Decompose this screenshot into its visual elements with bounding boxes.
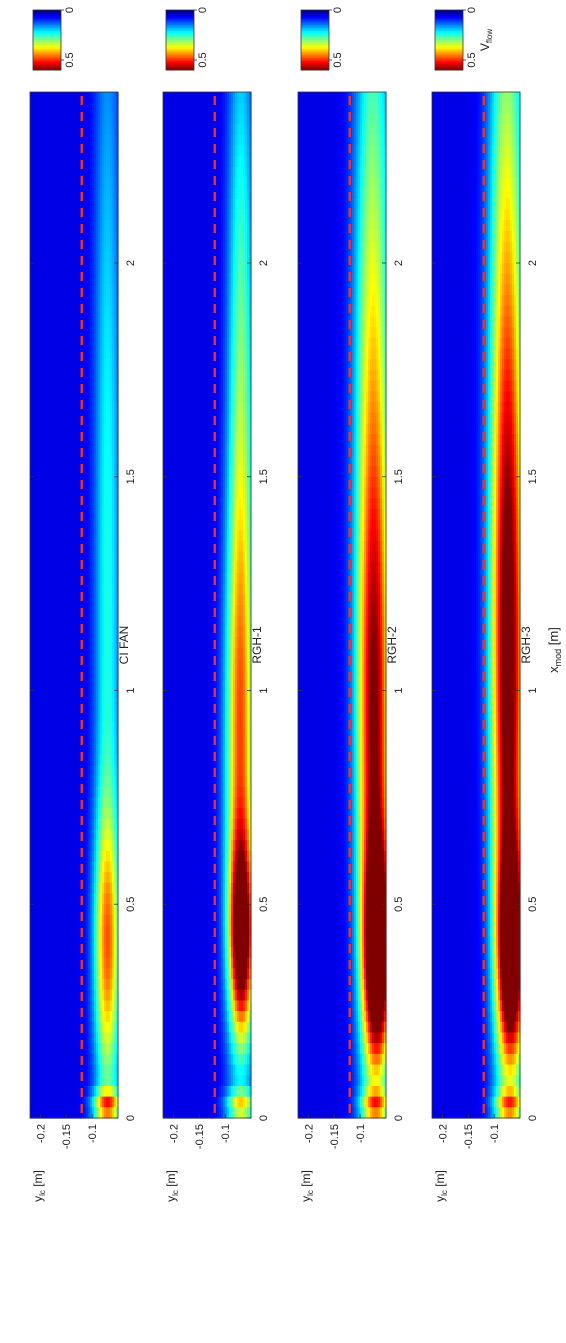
y-tick-label: -0.1 (87, 1124, 99, 1143)
heatmap-cells (163, 92, 252, 1119)
y-tick-label: -0.2 (35, 1124, 47, 1143)
x-tick-label: 1 (125, 687, 137, 693)
panel-title: CI FAN (117, 626, 131, 665)
x-tick-label: 0 (125, 1115, 137, 1121)
x-tick-label: 1.5 (125, 469, 137, 484)
x-tick-label: 0.5 (125, 897, 137, 912)
heatmap-cells (30, 92, 119, 1119)
y-axis-label: ylc [m] (31, 1170, 47, 1202)
panel-1: CI FAN -0.1 -0.15 -0.2 ylc [m] 0 0.5 1 1.5 2 (30, 92, 137, 1202)
x-tick-label: 2 (125, 260, 137, 266)
y-tick-label: -0.15 (61, 1124, 73, 1149)
y-axis-unit: [m] (31, 1170, 45, 1190)
panels: CI FAN -0.1 -0.15 -0.2 ylc [m] 0 0.5 1 1.5 2 RGH-1… (30, 92, 539, 1202)
